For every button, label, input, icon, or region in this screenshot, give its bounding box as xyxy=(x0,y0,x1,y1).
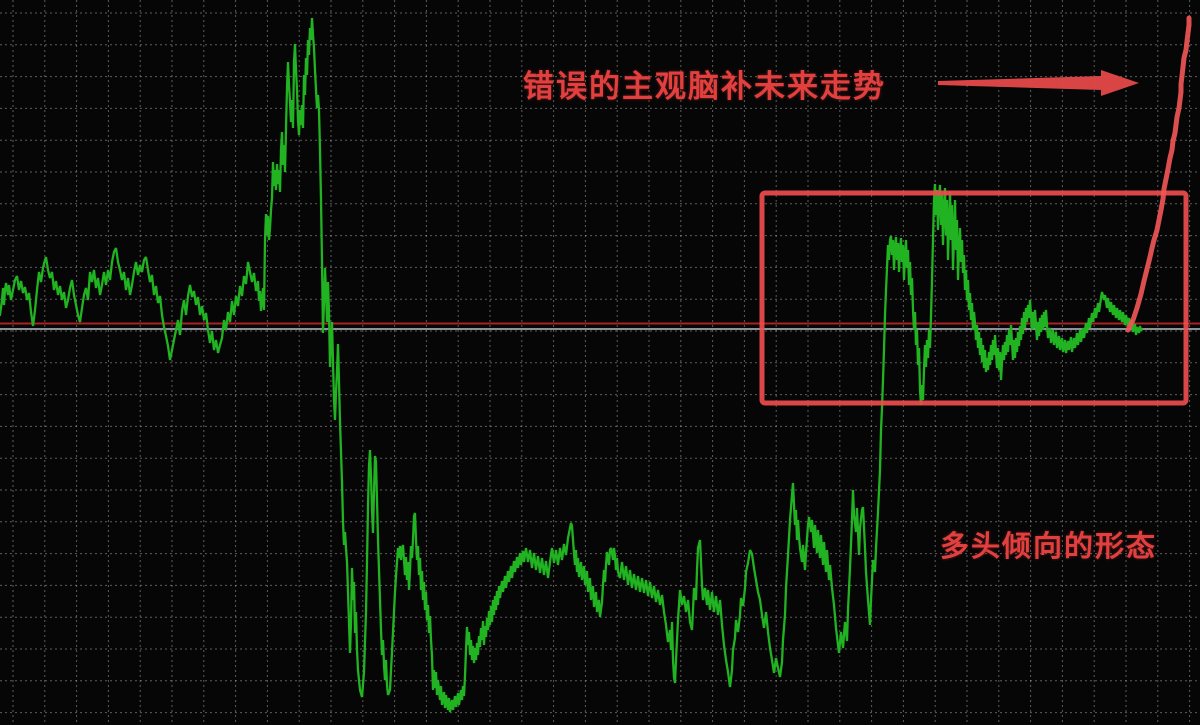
top-annotation-label: 错误的主观脑补未来走势 xyxy=(523,69,886,105)
projection-curve-line xyxy=(1125,15,1192,333)
right-arrow-icon xyxy=(938,70,1139,96)
highlight-box xyxy=(759,190,1189,406)
bottom-annotation-label: 多头倾向的形态 xyxy=(940,529,1158,563)
price-line xyxy=(0,17,1144,713)
